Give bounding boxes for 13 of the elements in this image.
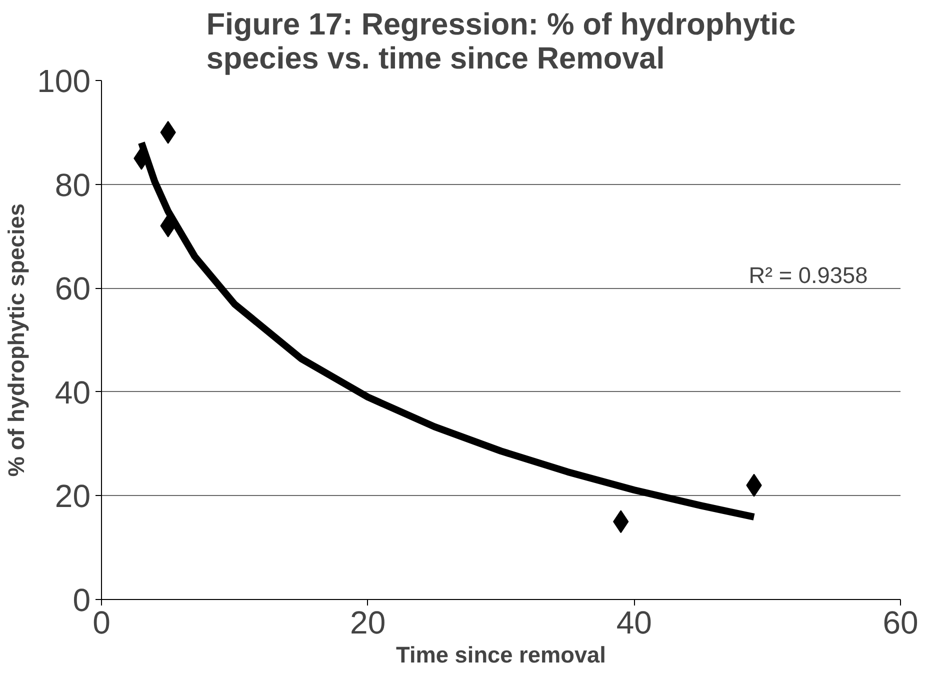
y-tick-label: 100 — [37, 63, 90, 99]
annotation: R² = 0.9358 — [748, 262, 868, 288]
y-tick-label: 20 — [54, 478, 90, 514]
x-tick-label: 60 — [882, 604, 918, 640]
x-tick-label: 20 — [350, 604, 386, 640]
x-axis-title: Time since removal — [396, 642, 606, 668]
y-tick-label: 60 — [54, 270, 90, 307]
y-axis-title: % of hydrophytic species — [3, 203, 30, 477]
chart-title: Figure 17: Regression: % of hydrophytic species vs. time since Removal — [206, 8, 796, 76]
x-tick-label: 40 — [616, 604, 652, 640]
y-tick-label: 40 — [54, 374, 90, 410]
y-tick-label: 0 — [72, 582, 90, 618]
y-tick-label: 80 — [54, 166, 90, 203]
